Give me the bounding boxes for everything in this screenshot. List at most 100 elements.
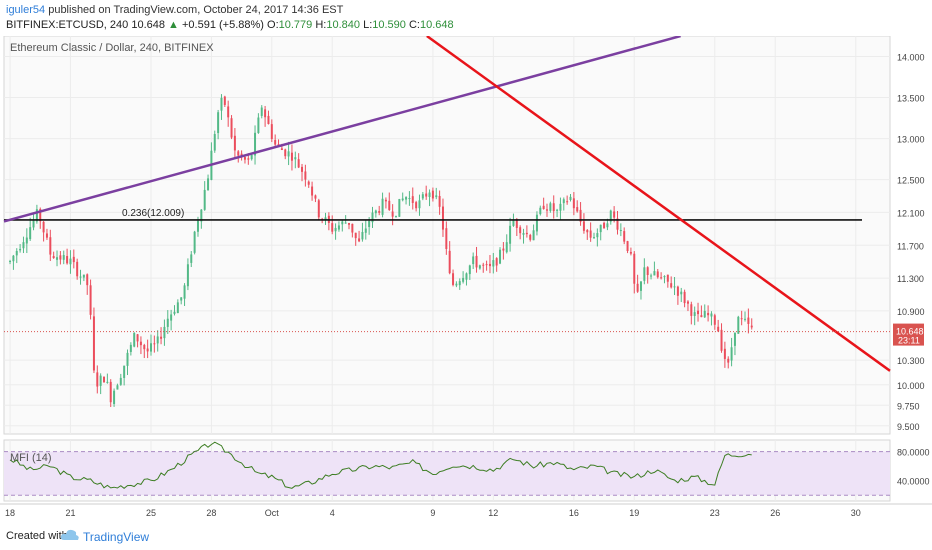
candle-body xyxy=(733,332,736,346)
candle-body xyxy=(650,275,653,277)
x-tick-label: 18 xyxy=(5,508,15,518)
candle-body xyxy=(646,267,649,276)
candle-body xyxy=(294,157,297,160)
candle-body xyxy=(512,220,515,226)
candle-body xyxy=(519,227,522,234)
candle-body xyxy=(103,376,106,383)
candle-body xyxy=(660,277,663,279)
candle-body xyxy=(720,329,723,351)
candle-body xyxy=(485,264,488,266)
fib-level-label: 0.236(12.009) xyxy=(122,208,184,219)
y-tick-label: 12.100 xyxy=(897,208,925,218)
mfi-band xyxy=(4,451,890,496)
footer: Created with TradingView xyxy=(0,522,932,550)
x-tick-label: 30 xyxy=(851,508,861,518)
open-value: 10.779 xyxy=(278,19,313,31)
candle-body xyxy=(247,158,250,160)
candle-body xyxy=(260,107,263,116)
candle-body xyxy=(257,117,260,134)
candle-body xyxy=(207,178,210,191)
candle-body xyxy=(572,198,575,209)
candle-body xyxy=(116,385,119,390)
up-arrow-icon: ▲ xyxy=(168,19,179,31)
purple-trendline xyxy=(3,36,681,223)
candle-body xyxy=(45,233,48,238)
candle-body xyxy=(270,124,273,140)
candle-body xyxy=(710,313,713,317)
candle-body xyxy=(213,134,216,151)
candle-body xyxy=(233,135,236,151)
close-value: 10.648 xyxy=(419,19,454,31)
candle-body xyxy=(525,232,528,235)
candle-body xyxy=(287,151,290,157)
candle-body xyxy=(643,267,646,281)
x-tick-label: 23 xyxy=(710,508,720,518)
candle-body xyxy=(623,231,626,242)
candle-body xyxy=(290,152,293,161)
candle-body xyxy=(411,196,414,203)
candle-body xyxy=(243,157,246,160)
close-label: C: xyxy=(408,19,420,31)
candle-body xyxy=(448,250,451,274)
candle-body xyxy=(274,140,277,145)
tradingview-cloud-icon xyxy=(60,529,79,540)
candle-body xyxy=(119,377,122,385)
candle-body xyxy=(639,281,642,291)
current-price-label: 10.648 xyxy=(896,327,924,337)
candle-body xyxy=(415,202,418,209)
tradingview-brand-link[interactable]: TradingView xyxy=(83,530,150,544)
y-tick-label: 10.300 xyxy=(897,356,925,366)
candle-body xyxy=(173,311,176,314)
candle-body xyxy=(301,166,304,172)
candle-body xyxy=(56,257,59,260)
candle-body xyxy=(39,209,42,222)
candle-body xyxy=(737,316,740,334)
candle-body xyxy=(109,381,112,403)
candle-body xyxy=(576,207,579,212)
candle-body xyxy=(405,197,408,200)
candle-body xyxy=(700,315,703,318)
candle-body xyxy=(398,199,401,217)
candle-body xyxy=(156,336,159,344)
candle-body xyxy=(361,231,364,240)
red-trendline xyxy=(426,36,891,372)
symbol-label: BITFINEX:ETCUSD, 240 xyxy=(6,19,129,31)
candle-body xyxy=(324,217,327,220)
candle-body xyxy=(408,198,411,200)
candle-body xyxy=(176,302,179,314)
candle-body xyxy=(509,225,512,244)
candle-body xyxy=(378,211,381,213)
y-tick-label: 10.000 xyxy=(897,381,925,391)
author-link[interactable]: iguler54 xyxy=(6,4,46,16)
y-tick-label: 10.900 xyxy=(897,307,925,317)
candle-body xyxy=(331,223,334,232)
candle-body xyxy=(284,149,287,157)
candle-body xyxy=(462,277,465,282)
candle-body xyxy=(223,96,226,105)
y-tick-label: 11.300 xyxy=(897,274,924,284)
candle-body xyxy=(730,347,733,361)
candle-body xyxy=(613,211,616,218)
candle-body xyxy=(384,199,387,202)
x-tick-label: 19 xyxy=(629,508,639,518)
ohlc-line: BITFINEX:ETCUSD, 240 10.648 ▲ +0.591 (+5… xyxy=(6,19,454,31)
candle-body xyxy=(129,344,132,352)
candle-body xyxy=(599,224,602,233)
candle-body xyxy=(495,258,498,266)
candle-body xyxy=(317,200,320,218)
candle-body xyxy=(636,283,639,292)
candle-body xyxy=(750,325,753,328)
candle-body xyxy=(552,203,555,212)
candle-body xyxy=(579,209,582,222)
candle-body xyxy=(183,285,186,299)
candle-body xyxy=(123,365,126,378)
candle-body xyxy=(267,115,270,124)
created-with-text: Created with xyxy=(6,530,68,542)
candle-body xyxy=(133,332,136,347)
candle-body xyxy=(113,390,116,405)
candle-body xyxy=(374,210,377,214)
candle-body xyxy=(388,200,391,210)
candle-body xyxy=(535,214,538,232)
candle-body xyxy=(227,106,230,118)
